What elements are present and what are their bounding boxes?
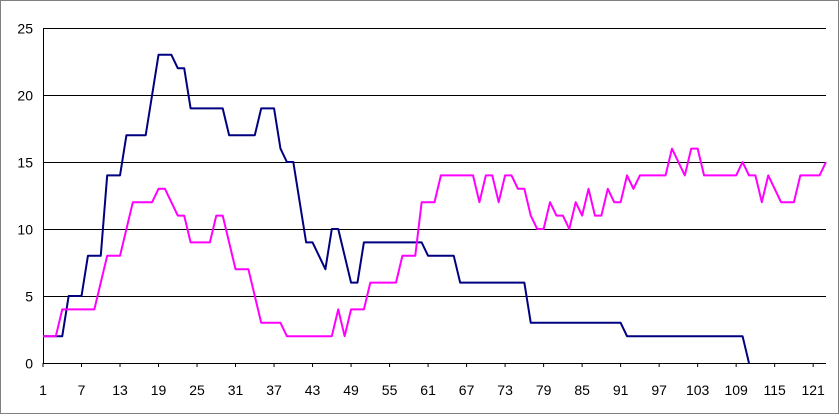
x-tick-label: 1	[39, 382, 47, 398]
x-tick-label: 37	[266, 382, 282, 398]
series-line-1	[43, 53, 750, 364]
gridlines	[43, 28, 826, 297]
x-tick-label: 31	[228, 382, 244, 398]
x-tick-label: 55	[382, 382, 398, 398]
x-tick-label: 85	[574, 382, 590, 398]
x-tick-label: 91	[613, 382, 629, 398]
x-tick-label: 73	[497, 382, 513, 398]
y-tick-label: 0	[25, 356, 33, 372]
x-tick-label: 103	[686, 382, 710, 398]
x-tick-label: 19	[151, 382, 167, 398]
series-group	[43, 53, 827, 364]
series-line-2	[43, 147, 827, 338]
x-tick-label: 115	[763, 382, 786, 398]
y-tick-label: 10	[17, 222, 33, 238]
x-tick-label: 79	[536, 382, 552, 398]
y-tick-label: 5	[25, 289, 33, 305]
x-tick-label: 7	[78, 382, 86, 398]
x-tick-label: 13	[112, 382, 128, 398]
y-tick-label: 20	[17, 88, 33, 104]
y-tick-label: 15	[17, 155, 33, 171]
axes	[42, 28, 826, 367]
x-tick-label: 43	[305, 382, 321, 398]
x-tick-label: 61	[420, 382, 436, 398]
x-tick-label: 25	[189, 382, 205, 398]
x-tick-label: 109	[724, 382, 748, 398]
x-tick-label: 49	[343, 382, 359, 398]
x-tick-label: 67	[459, 382, 475, 398]
x-tick-label: 121	[801, 382, 825, 398]
y-tick-labels: 0 5 10 15 20 25	[17, 21, 33, 372]
x-tick-label: 97	[651, 382, 667, 398]
y-tick-label: 25	[17, 21, 33, 37]
x-tick-labels: 1 7 13 19 25 31 37 43 49 55 61 67 73 79 85 91 97 103 109 11…	[39, 382, 825, 398]
